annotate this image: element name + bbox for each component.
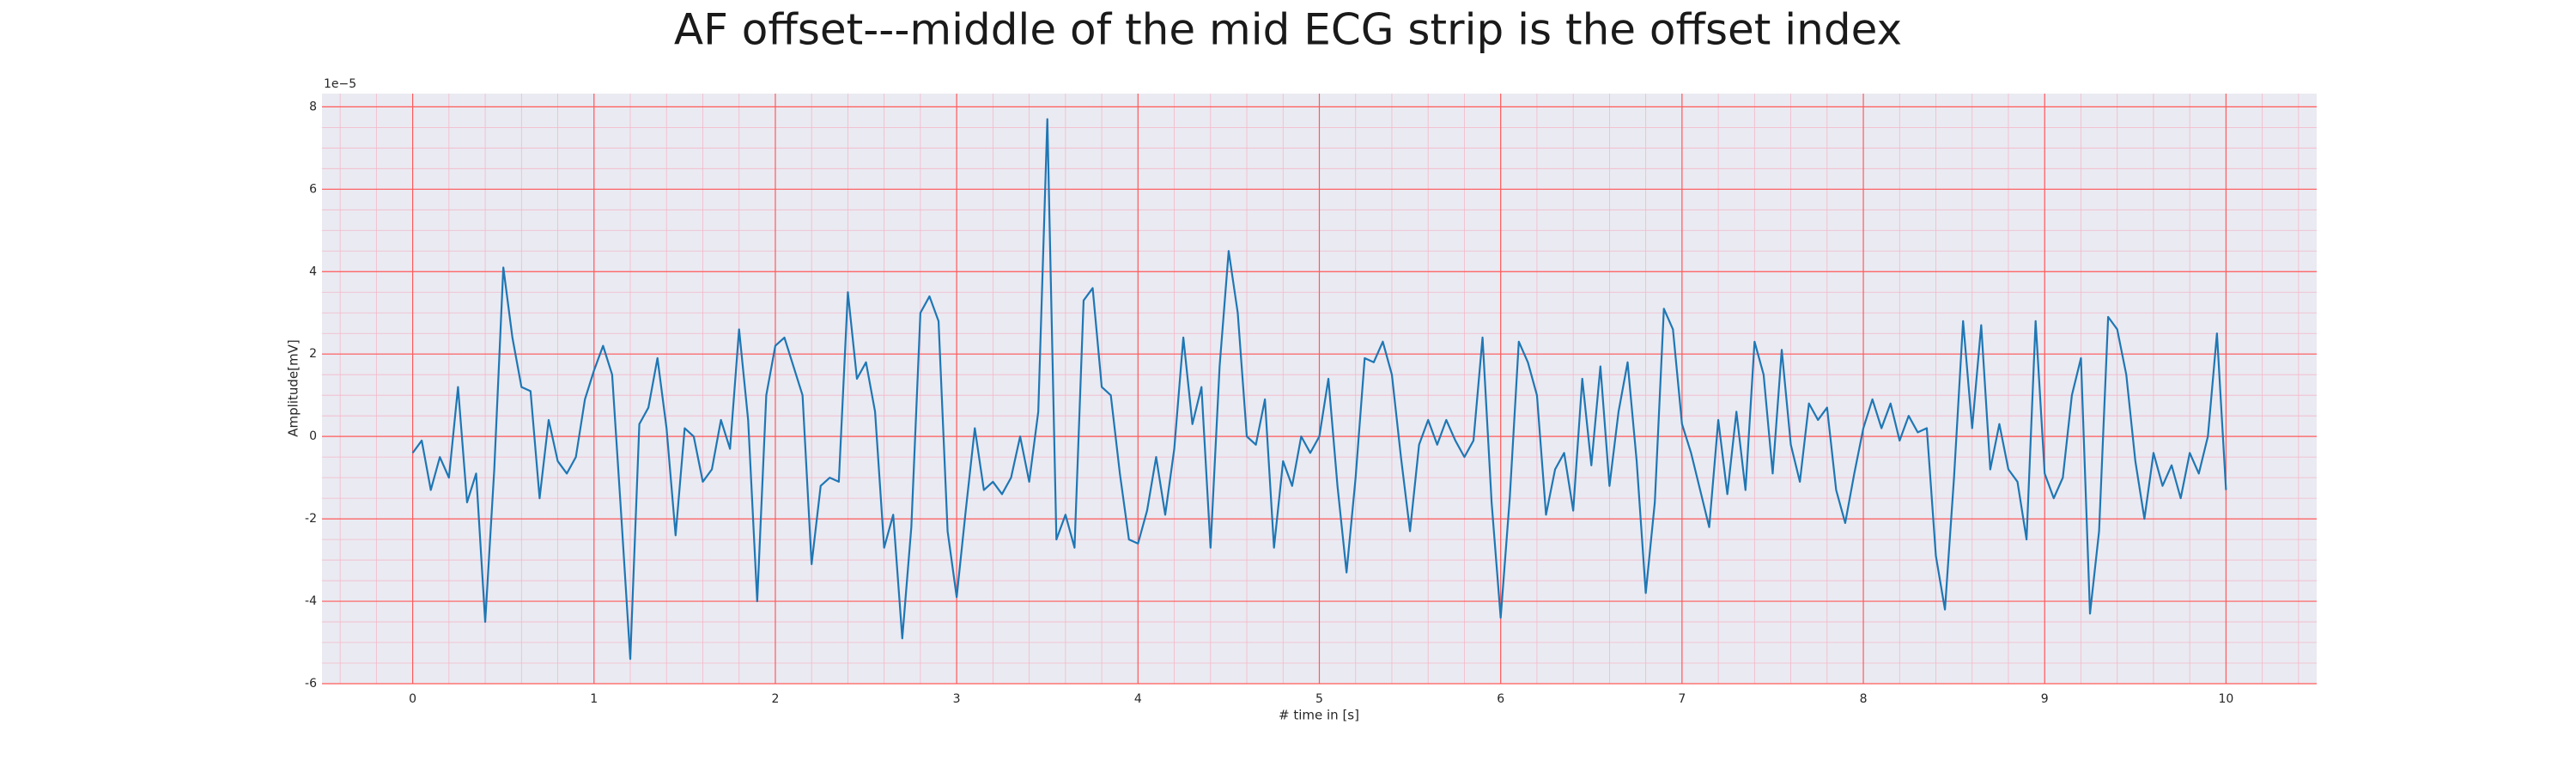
x-axis-label: # time in [s]	[1279, 708, 1359, 723]
chart-title: AF offset---middle of the mid ECG strip …	[674, 5, 1902, 55]
y-tick-label: 6	[309, 182, 317, 196]
x-tick-label: 1	[590, 692, 598, 706]
x-tick-label: 8	[1860, 692, 1868, 706]
y-axis-label: Amplitude[mV]	[286, 339, 301, 436]
x-tick-label: 3	[953, 692, 961, 706]
x-tick-label: 2	[771, 692, 779, 706]
x-tick-label: 6	[1497, 692, 1504, 706]
x-tick-label: 5	[1315, 692, 1323, 706]
y-tick-label: -6	[305, 677, 317, 691]
x-tick-label: 10	[2218, 692, 2233, 706]
ecg-line	[411, 118, 2227, 660]
labels: 0 1 2 3 4 5 6 7 8 9 10 -6 -4 -2 0 2 4 6 8	[305, 100, 2233, 706]
x-tick-label: 4	[1134, 692, 1142, 706]
y-tick-label: 2	[309, 347, 317, 361]
x-tick-label: 9	[2041, 692, 2049, 706]
y-tick-label: 8	[309, 100, 317, 113]
y-offset-label: 1e−5	[324, 77, 356, 91]
y-tick-label: 0	[309, 429, 317, 443]
x-tick-label: 0	[409, 692, 416, 706]
y-tick-label: -4	[305, 594, 317, 608]
major-grid	[322, 94, 2317, 685]
y-tick-label: -2	[305, 512, 317, 526]
x-tick-label: 7	[1678, 692, 1686, 706]
y-tick-label: 4	[309, 265, 317, 278]
data-layer	[411, 118, 2227, 660]
